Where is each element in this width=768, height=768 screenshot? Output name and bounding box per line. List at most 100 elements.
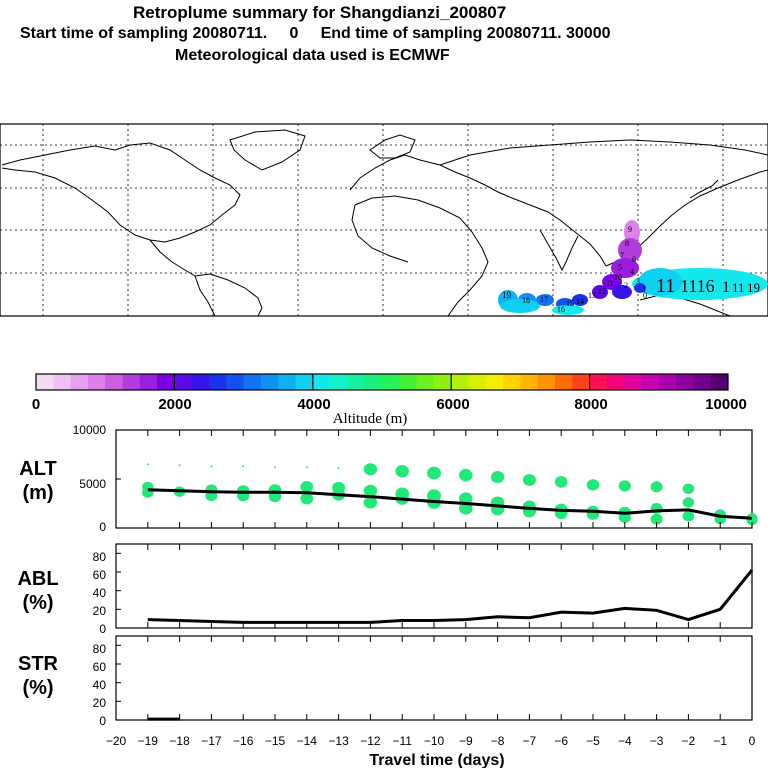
colorbar-swatch bbox=[70, 374, 89, 390]
x-tick-label: −9 bbox=[459, 734, 473, 748]
plume-cluster bbox=[592, 285, 608, 299]
alt-cluster-point bbox=[363, 484, 378, 497]
plume-label: 7 bbox=[620, 251, 624, 260]
plume-labels: 19 18 17 16 15 14 13 12 11 10 9 8 7 6 5 … bbox=[502, 225, 760, 314]
colorbar-swatch bbox=[122, 374, 141, 390]
alt-cluster-point bbox=[395, 465, 410, 478]
x-tick-label: −16 bbox=[233, 734, 254, 748]
colorbar-swatch bbox=[572, 374, 591, 390]
alt-cluster-point bbox=[682, 497, 695, 508]
str-panel-frame bbox=[115, 635, 753, 721]
x-tick-label: −12 bbox=[360, 734, 381, 748]
colorbar-frame bbox=[35, 373, 729, 391]
plume-cluster bbox=[536, 294, 554, 306]
alt-cluster-point bbox=[490, 471, 505, 483]
colorbar-swatch bbox=[139, 374, 158, 390]
colorbar-swatch bbox=[312, 374, 331, 390]
x-tick-label: −14 bbox=[297, 734, 318, 748]
colorbar-tick-label: 4000 bbox=[297, 396, 330, 413]
abl-unit: (%) bbox=[22, 592, 53, 614]
colorbar-swatch bbox=[451, 374, 469, 390]
colorbar-swatch bbox=[416, 374, 435, 390]
map-gridlines bbox=[0, 124, 768, 316]
alt-cluster-point bbox=[268, 491, 282, 503]
str-unit: (%) bbox=[22, 677, 53, 699]
colorbar-tick-label: 6000 bbox=[436, 396, 469, 413]
plume-cluster bbox=[638, 268, 682, 296]
plume-label: 16 bbox=[557, 305, 565, 314]
alt-cluster-point bbox=[363, 463, 378, 476]
str-ytick: 40 bbox=[93, 678, 107, 692]
alt-unit: (m) bbox=[22, 482, 53, 504]
colorbar-tick-label: 0 bbox=[32, 396, 40, 413]
alt-cluster-point bbox=[682, 483, 695, 494]
colorbar-swatch bbox=[243, 374, 262, 390]
colorbar-swatch bbox=[105, 374, 123, 390]
plume-label: 4 bbox=[630, 267, 634, 276]
colorbar-swatch bbox=[209, 374, 227, 390]
plume-label: 17 bbox=[540, 295, 548, 304]
colorbar-swatch bbox=[485, 374, 504, 390]
plume-label: 1116 bbox=[680, 276, 715, 296]
plume-cluster bbox=[624, 220, 640, 244]
colorbar-swatch bbox=[260, 374, 279, 390]
plume-cluster bbox=[634, 283, 646, 293]
colorbar-swatch bbox=[641, 374, 660, 390]
x-tick-label: −7 bbox=[523, 734, 537, 748]
alt-cluster-point bbox=[586, 479, 600, 491]
world-map: 19 18 17 16 15 14 13 12 11 10 9 8 7 6 5 … bbox=[0, 123, 768, 317]
x-tick-label: −1 bbox=[713, 734, 727, 748]
abl-panel-frame bbox=[115, 543, 753, 629]
x-tick-label: −15 bbox=[265, 734, 286, 748]
plume-label: 8 bbox=[625, 239, 629, 248]
y-tick-labels: 10000 5000 0 80 60 40 20 0 80 60 40 20 0 bbox=[73, 423, 107, 728]
plume-label: 18 bbox=[522, 296, 530, 305]
x-tick-label: 0 bbox=[749, 734, 756, 748]
plume-cluster bbox=[612, 285, 632, 299]
abl-line bbox=[147, 569, 754, 624]
alt-cluster-point bbox=[300, 492, 314, 505]
colorbar-swatch bbox=[589, 374, 608, 390]
x-tick-label: −17 bbox=[201, 734, 222, 748]
alt-cluster-point bbox=[305, 466, 308, 469]
str-label: STR bbox=[18, 653, 59, 675]
x-tick-label: −20 bbox=[106, 734, 127, 748]
str-plot bbox=[116, 644, 180, 721]
x-tick-label: −18 bbox=[169, 734, 190, 748]
colorbar-swatch bbox=[520, 374, 539, 390]
colorbar-swatch bbox=[624, 374, 642, 390]
plume-cluster bbox=[500, 299, 540, 313]
chart-title: Retroplume summary for Shangdianzi_20080… bbox=[133, 3, 507, 22]
colorbar-label: Altitude (m) bbox=[333, 411, 408, 427]
plume-label: 11 bbox=[606, 279, 614, 288]
sampling-times: Start time of sampling 20080711. 0 End t… bbox=[20, 25, 611, 42]
altitude-colorbar bbox=[35, 373, 729, 391]
colorbar-tick-labels: 0 2000 4000 6000 8000 10000 bbox=[32, 396, 747, 413]
x-tick-label: −11 bbox=[392, 734, 412, 748]
plume-label: 14 bbox=[576, 297, 584, 306]
colorbar-swatch bbox=[347, 374, 366, 390]
alt-cluster-point bbox=[242, 465, 245, 468]
alt-mean-line bbox=[147, 488, 753, 520]
x-tick-label: −10 bbox=[424, 734, 445, 748]
str-ytick: 0 bbox=[99, 714, 106, 728]
x-axis-title: Travel time (days) bbox=[369, 752, 504, 768]
colorbar-swatch bbox=[226, 374, 245, 390]
coastlines bbox=[1, 129, 768, 317]
colorbar-swatch bbox=[330, 374, 348, 390]
str-ytick: 60 bbox=[93, 660, 107, 674]
colorbar-swatch bbox=[676, 374, 694, 390]
plume-label: 13 bbox=[588, 291, 596, 300]
alt-ytick: 5000 bbox=[79, 477, 106, 491]
abl-label: ABL bbox=[17, 568, 58, 590]
colorbar-tick-label: 2000 bbox=[158, 396, 191, 413]
colorbar-swatch bbox=[433, 374, 452, 390]
x-tick-label: −4 bbox=[618, 734, 632, 748]
colorbar-swatch bbox=[693, 374, 712, 390]
alt-ytick: 0 bbox=[99, 520, 106, 534]
retroplume-clusters bbox=[498, 220, 768, 315]
x-axis-ticks: −20 −19 −18 −17 −16 −15 −14 −13 −12 −11 −10 −9 −8 −7−… bbox=[106, 430, 756, 748]
alt-cluster-point bbox=[650, 513, 663, 525]
colorbar-tick-label: 10000 bbox=[705, 396, 747, 413]
colorbar-swatch bbox=[399, 374, 418, 390]
